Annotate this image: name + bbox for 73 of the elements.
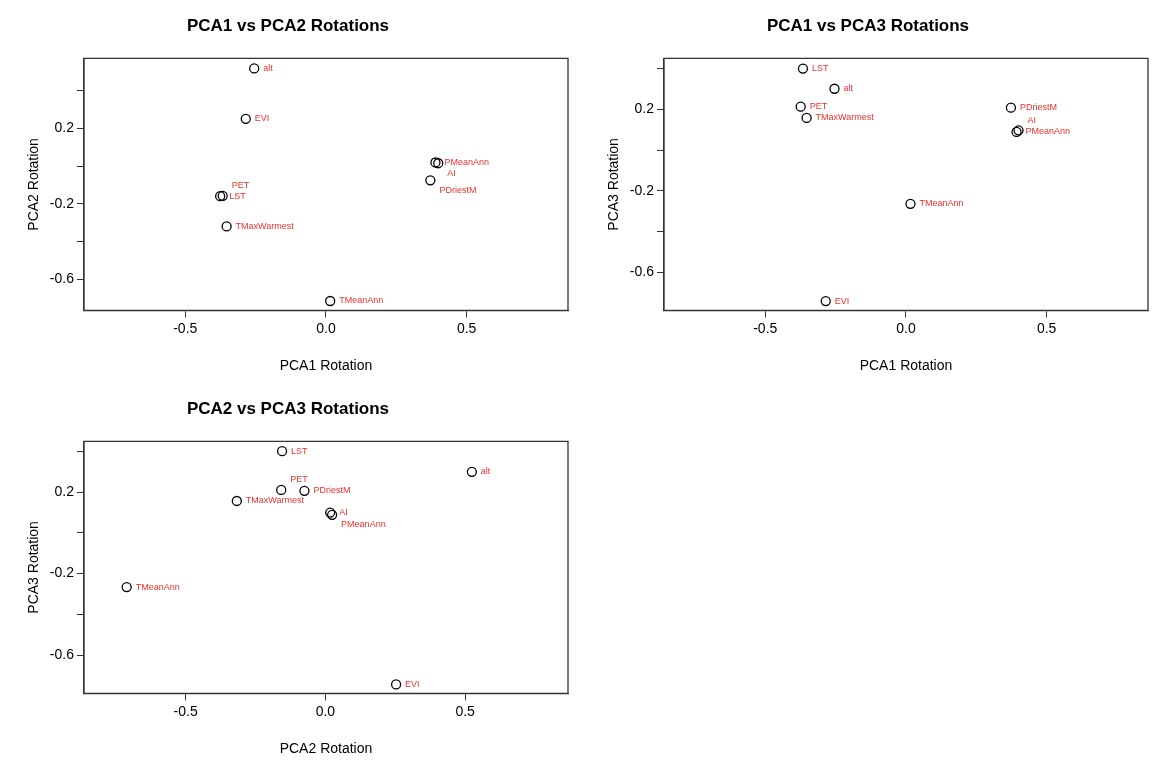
x-tick-label: 0.5 [455,702,476,719]
y-tick-label: -0.2 [49,194,75,211]
annotation: TMeanAnn [135,581,180,592]
annotation: alt [263,62,274,73]
annotation: EVI [254,113,270,124]
point [905,198,916,210]
y-tick-label: 0.2 [54,119,75,136]
x-tick-label: 0.5 [1036,319,1057,336]
point [276,484,287,496]
annotation: PDriestM [1019,102,1057,113]
x-tick-label: 0.0 [316,319,336,336]
x-tick-label: 0.0 [315,702,336,719]
chart-title: PCA1 vs PCA3 Rotations [766,15,970,35]
y-axis-title: PCA3 Rotation [25,521,42,614]
x-axis-title: PCA1 Rotation [859,357,953,374]
y-tick-label: -0.2 [629,181,655,198]
annotation: TMaxWarmest [815,112,875,123]
y-tick-label: -0.6 [629,263,655,280]
point [121,581,132,593]
annotation: TMeanAnn [339,295,384,306]
x-tick-label: -0.5 [173,319,198,336]
point [820,295,831,307]
annotation: alt [480,466,491,477]
x-tick-label: 0.0 [896,319,916,336]
point [221,221,232,232]
annotation: PET [231,180,250,191]
chart-title: PCA1 vs PCA2 Rotations [186,15,390,35]
point [231,495,242,507]
x-tick-label: -0.5 [173,702,198,719]
annotation: PMeanAnn [444,156,489,167]
y-tick-label: -0.6 [49,270,75,287]
x-tick-label: 0.5 [456,319,477,336]
annotation: TMeanAnn [919,198,964,209]
annotation: EVI [834,295,850,306]
point [249,63,260,74]
x-axis-title: PCA2 Rotation [279,740,373,757]
annotation: AI [339,507,348,518]
y-axis-title: PCA2 Rotation [25,138,42,231]
annotation: TMaxWarmest [235,220,295,231]
point [1005,102,1017,113]
annotation: LST [229,190,247,201]
annotation: AI [447,167,456,178]
point [466,466,478,477]
point [795,101,806,112]
annotation: PMeanAnn [341,519,386,530]
point [299,485,310,496]
x-axis-title: PCA1 Rotation [279,357,373,374]
y-axis-title: PCA3 Rotation [605,138,622,231]
chart-title: PCA2 vs PCA3 Rotations [186,398,390,418]
annotation: PDriestM [439,184,477,195]
annotation: alt [843,83,854,94]
annotation: AI [1027,114,1037,125]
point [240,113,251,124]
point [801,112,812,124]
annotation: PDriestM [313,485,351,496]
y-tick-label: -0.6 [49,646,75,663]
point [276,446,288,457]
annotation: EVI [405,678,420,689]
point [425,175,436,186]
annotation: LST [811,63,829,74]
annotation: LST [291,445,309,456]
point [797,63,809,74]
point [325,295,336,307]
annotation: PET [290,474,309,485]
point [829,83,840,94]
annotation: TMaxWarmest [245,495,305,506]
y-tick-label: 0.2 [634,100,655,117]
y-tick-label: 0.2 [54,482,75,499]
annotation: PET [809,101,828,112]
y-tick-label: -0.2 [49,564,75,581]
x-tick-label: -0.5 [753,319,778,336]
point [390,679,402,690]
annotation: PMeanAnn [1025,126,1071,137]
